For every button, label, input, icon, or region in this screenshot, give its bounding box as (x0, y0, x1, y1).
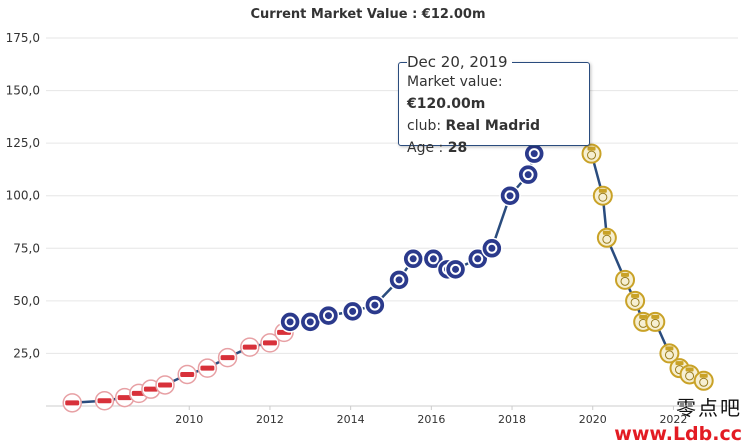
data-point-lille[interactable] (155, 375, 175, 395)
tooltip-market-value: Market value: €120.00m (407, 71, 581, 115)
data-point-chelsea[interactable] (364, 294, 386, 316)
data-point-real-madrid[interactable] (645, 311, 666, 332)
data-point-lille[interactable] (197, 358, 218, 378)
data-point-chelsea[interactable] (317, 304, 340, 327)
data-point-real-madrid[interactable] (581, 143, 602, 164)
data-point-chelsea[interactable] (402, 248, 424, 270)
x-tick-label: 2018 (498, 413, 526, 426)
data-point-real-madrid[interactable] (659, 343, 680, 364)
gridlines (46, 37, 738, 354)
data-point-real-madrid[interactable] (693, 370, 714, 391)
data-point-chelsea[interactable] (279, 311, 301, 333)
tooltip-date: Dec 20, 2019 (407, 53, 512, 71)
data-point-lille[interactable] (240, 337, 260, 357)
data-point-chelsea[interactable] (388, 269, 410, 291)
data-point-chelsea[interactable] (499, 184, 521, 207)
y-tick-label: 150,0 (6, 84, 40, 98)
tooltip-club-label: club: (407, 118, 446, 134)
x-tick-label: 2022 (659, 413, 687, 426)
y-tick-label: 175,0 (6, 31, 40, 45)
data-point-chelsea[interactable] (341, 300, 364, 323)
x-tick-label: 2014 (337, 413, 365, 426)
data-point-lille[interactable] (94, 390, 115, 411)
x-tick-label: 2020 (579, 413, 607, 426)
x-tick-label: 2016 (417, 413, 445, 426)
tooltip-market-value-amount: €120.00m (407, 96, 486, 112)
x-axis: 2010 2012 2014 2016 2018 2020 2022 (46, 405, 738, 426)
data-point-chelsea[interactable] (517, 163, 539, 186)
y-tick-label: 100,0 (6, 189, 40, 203)
tooltip-market-value-label: Market value: (407, 74, 503, 90)
x-tick-label: 2012 (256, 413, 284, 426)
tooltip: Dec 20, 2019 Market value: €120.00m club… (398, 53, 590, 156)
y-tick-label: 25,0 (13, 346, 40, 360)
y-tick-label: 125,0 (6, 136, 40, 150)
data-point-real-madrid[interactable] (592, 185, 613, 206)
data-point-lille[interactable] (260, 333, 280, 353)
data-point-chelsea[interactable] (523, 142, 545, 165)
data-point-chelsea[interactable] (481, 237, 503, 260)
tooltip-age-value: 28 (447, 140, 468, 156)
data-point-lille[interactable] (177, 364, 197, 385)
y-axis: 25,0 50,0 75,0 100,0 125,0 150,0 175,0 (6, 31, 40, 360)
watermark-chinese: 零点吧 (676, 396, 742, 420)
data-point-real-madrid[interactable] (596, 227, 617, 248)
chart-title: Current Market Value : €12.00m (250, 7, 485, 22)
data-point-lille[interactable] (217, 347, 238, 368)
tooltip-club: club: Real Madrid (407, 115, 581, 137)
data-point-real-madrid[interactable] (625, 290, 646, 311)
data-points (62, 79, 714, 413)
x-tick-label: 2010 (175, 413, 203, 426)
y-tick-label: 50,0 (13, 294, 40, 308)
tooltip-club-name: Real Madrid (445, 118, 541, 134)
tooltip-age-label: Age : (407, 140, 448, 156)
tooltip-age: Age : 28 (407, 137, 581, 159)
y-tick-label: 75,0 (13, 241, 40, 255)
data-point-chelsea[interactable] (444, 258, 467, 281)
data-point-real-madrid[interactable] (615, 269, 636, 290)
watermark: 零点吧 www.Ldb.cc (614, 392, 742, 445)
data-point-lille[interactable] (62, 393, 82, 413)
data-point-chelsea[interactable] (299, 311, 322, 333)
watermark-url: www.Ldb.cc (614, 423, 742, 445)
